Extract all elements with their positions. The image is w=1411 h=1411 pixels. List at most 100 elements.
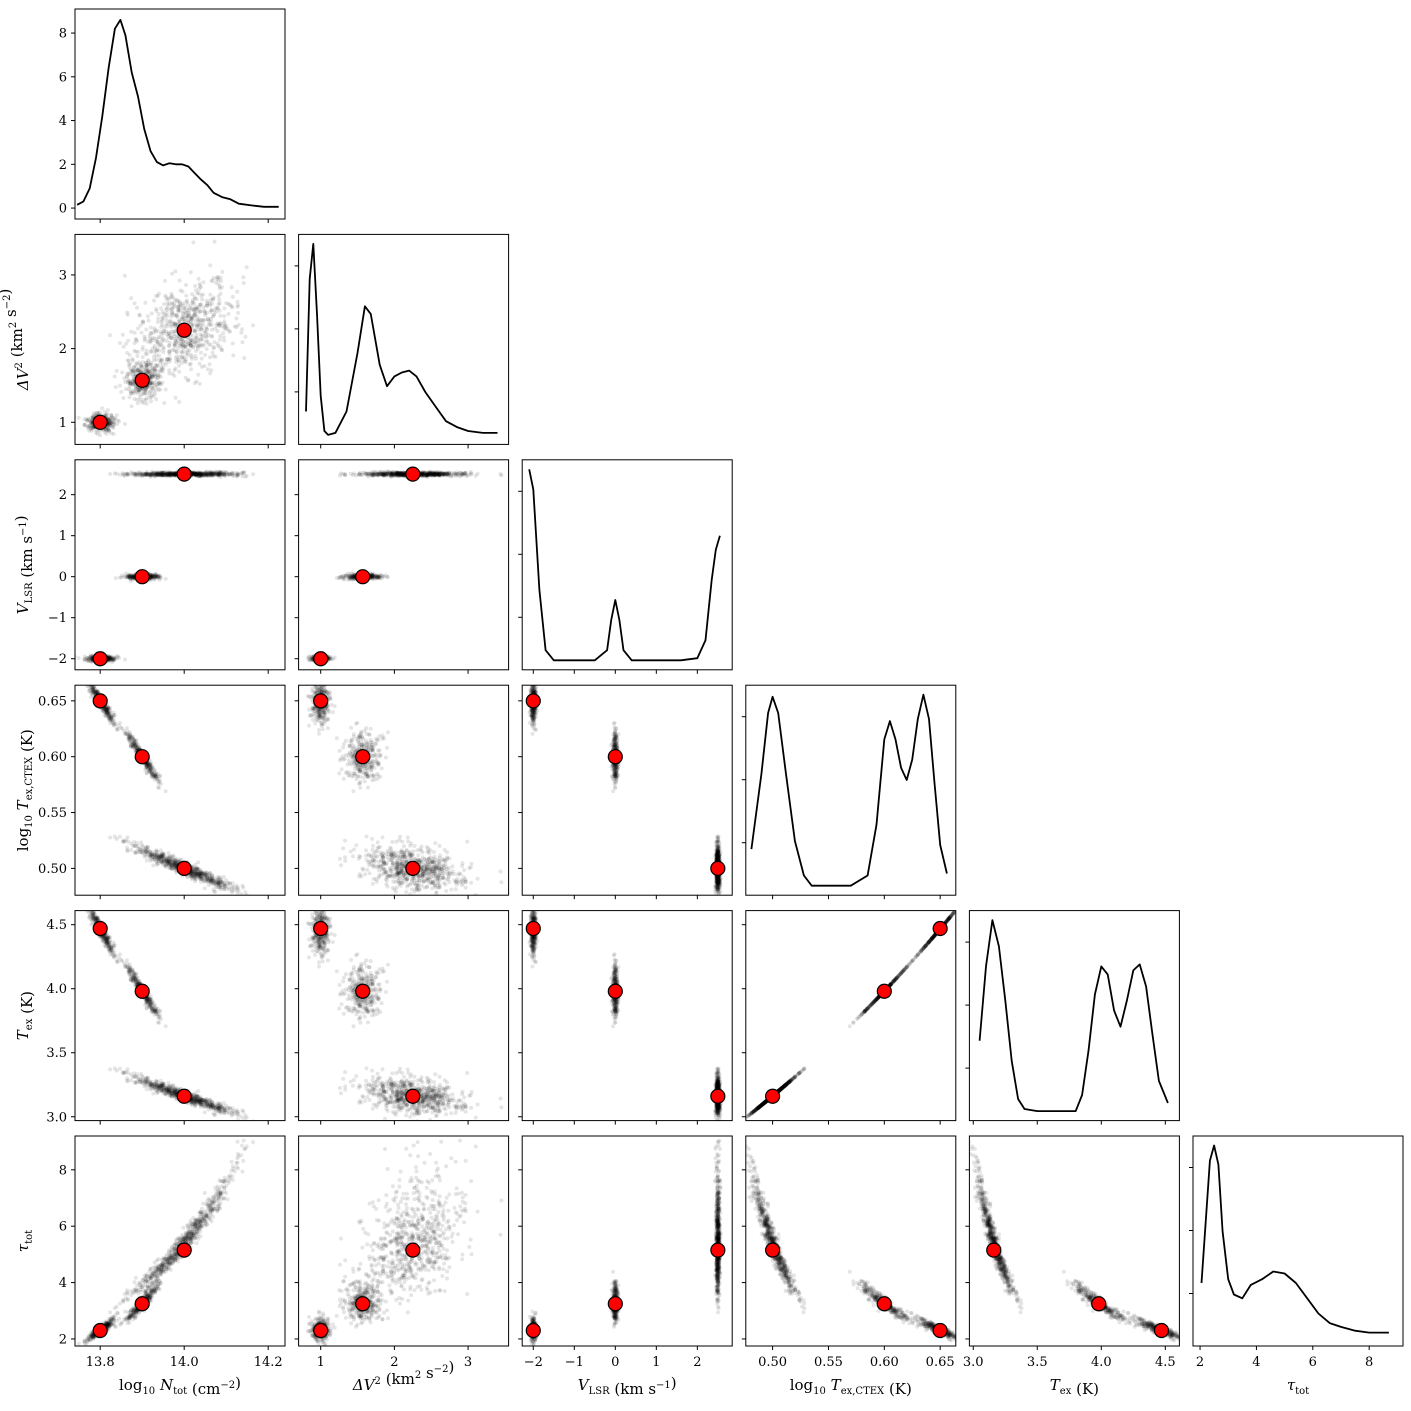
sample-point [211, 297, 216, 301]
sample-point [424, 471, 429, 476]
sample-point [171, 347, 176, 352]
sample-point [126, 732, 131, 737]
sample-point [446, 471, 451, 476]
sample-point [104, 707, 109, 712]
sample-point [212, 473, 217, 477]
sample-point [154, 574, 159, 579]
sample-point [102, 409, 107, 414]
sample-point [212, 312, 217, 317]
sample-point [126, 387, 131, 392]
sample-point [128, 367, 133, 372]
sample-point [376, 575, 381, 580]
sample-point [180, 315, 185, 319]
sample-point [132, 739, 137, 744]
sample-point [194, 336, 199, 341]
sample-point [392, 472, 397, 477]
sample-point [430, 472, 434, 477]
sample-point [379, 471, 384, 476]
sample-point [376, 575, 381, 580]
sample-point [159, 365, 164, 370]
sample-point [433, 473, 438, 477]
sample-point [128, 574, 133, 579]
sample-point [137, 368, 142, 373]
sample-point [165, 332, 170, 337]
sample-point [208, 473, 212, 478]
sample-point [125, 471, 130, 476]
sample-point [399, 471, 404, 476]
sample-point [398, 470, 403, 475]
sample-point [104, 713, 109, 718]
sample-point [229, 472, 234, 476]
sample-point [128, 734, 133, 739]
sample-point [152, 572, 157, 577]
sample-point [198, 344, 203, 349]
sample-point [195, 471, 200, 476]
sample-point [420, 472, 425, 477]
sample-point [159, 342, 164, 347]
sample-point [422, 470, 427, 475]
sample-point [168, 307, 172, 312]
sample-point [152, 574, 157, 579]
sample-point [172, 470, 177, 475]
sample-point [381, 472, 386, 477]
sample-point [128, 733, 132, 738]
sample-point [105, 710, 110, 715]
sample-point [371, 473, 376, 478]
sample-point [347, 574, 352, 579]
sample-point [144, 471, 149, 476]
sample-point [109, 424, 114, 429]
sample-point [163, 473, 167, 477]
sample-point [149, 311, 154, 316]
sample-point [185, 308, 190, 313]
sample-point [172, 472, 177, 477]
sample-point [395, 471, 400, 476]
sample-point [422, 470, 427, 475]
sample-point [151, 575, 156, 580]
sample-point [425, 472, 430, 477]
sample-point [176, 359, 181, 364]
sample-point [91, 685, 96, 689]
sample-point [212, 340, 217, 345]
sample-point [182, 306, 187, 311]
sample-point [184, 316, 189, 320]
sample-point [197, 381, 202, 386]
sample-point [147, 768, 152, 773]
sample-point [149, 767, 153, 772]
sample-point [125, 731, 129, 736]
sample-point [106, 657, 111, 661]
sample-point [218, 470, 223, 475]
sample-point [155, 471, 160, 476]
sample-point [199, 327, 204, 332]
sample-point [150, 574, 155, 579]
sample-point [342, 575, 346, 580]
sample-point [193, 472, 198, 477]
sample-point [133, 386, 138, 390]
sample-point [181, 307, 186, 312]
sample-point [421, 471, 426, 476]
sample-point [389, 473, 394, 478]
sample-point [364, 472, 369, 477]
sample-point [199, 333, 204, 338]
sample-point [192, 471, 197, 476]
sample-point [391, 470, 396, 475]
sample-point [150, 381, 155, 386]
sample-point [126, 371, 131, 376]
sample-point [193, 473, 198, 478]
sample-point [386, 469, 391, 474]
sample-point [332, 655, 337, 660]
sample-point [84, 674, 88, 678]
sample-point [147, 473, 152, 478]
sample-point [199, 472, 204, 477]
sample-point [100, 707, 105, 712]
sample-point [166, 473, 171, 478]
sample-point [436, 472, 441, 477]
sample-point [194, 471, 199, 476]
sample-point [422, 473, 427, 478]
sample-point [460, 472, 465, 477]
sample-point [112, 719, 117, 723]
sample-point [104, 412, 109, 417]
sample-point [369, 575, 374, 580]
sample-point [157, 348, 162, 353]
sample-point [193, 354, 198, 359]
sample-point [166, 296, 171, 301]
